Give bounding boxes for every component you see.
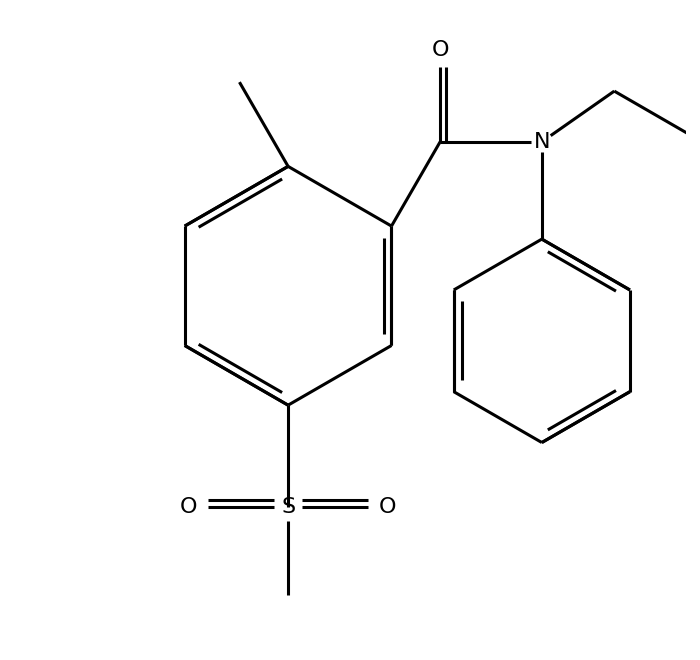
Text: O: O <box>179 497 197 517</box>
Text: O: O <box>379 497 397 517</box>
Text: S: S <box>281 497 295 517</box>
Text: N: N <box>533 132 550 152</box>
Text: O: O <box>431 40 449 59</box>
